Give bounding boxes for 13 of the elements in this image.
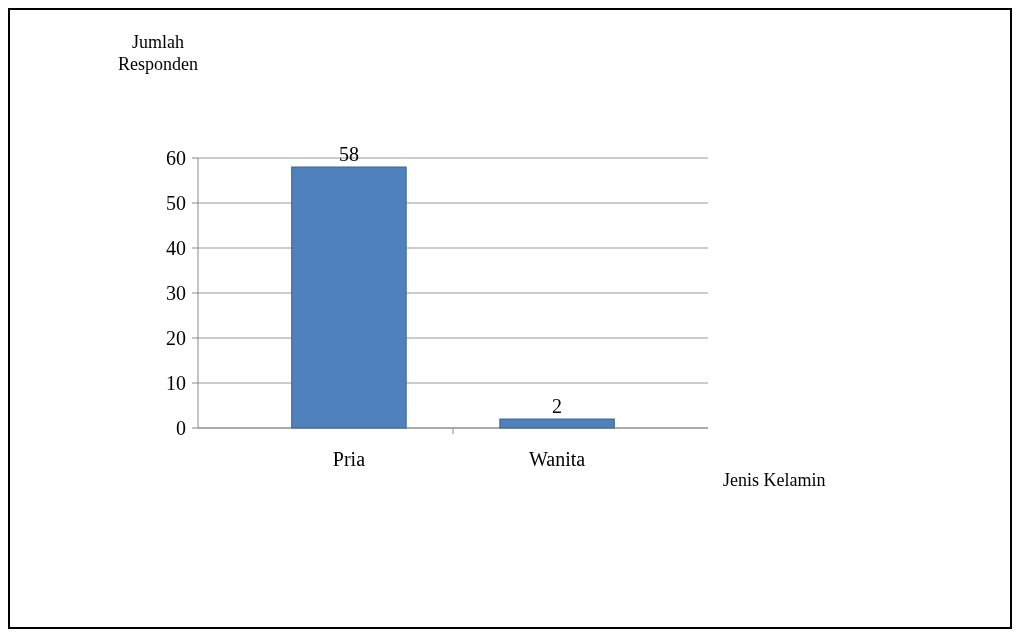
y-tick-label: 60 [166, 147, 186, 169]
x-tick-label: Pria [332, 448, 366, 470]
y-tick-label: 30 [166, 282, 186, 304]
y-tick-label: 0 [176, 417, 186, 439]
y-axis-title: Jumlah Responden [118, 32, 198, 74]
y-tick-label: 40 [166, 237, 186, 259]
data-label: 2 [552, 395, 563, 417]
x-tick-label: Wanita [529, 448, 586, 470]
y-tick-label: 50 [166, 192, 186, 214]
data-label: 58 [338, 143, 359, 165]
y-tick-label: 10 [166, 372, 186, 394]
x-axis-title: Jenis Kelamin [723, 470, 826, 490]
y-tick-label: 20 [166, 327, 186, 349]
